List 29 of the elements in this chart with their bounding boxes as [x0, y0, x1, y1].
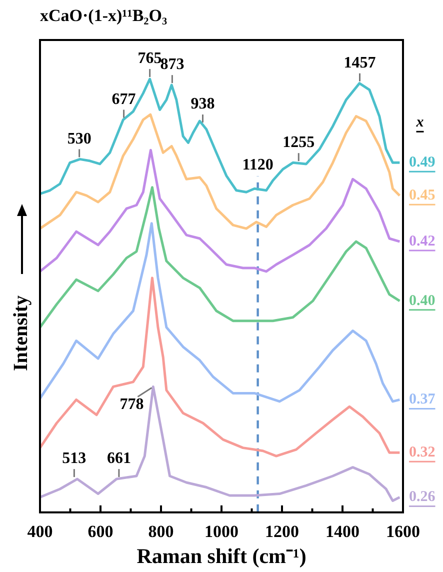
series-label: 0.37: [409, 392, 436, 408]
ref-line-label: 1120: [242, 156, 274, 174]
annotation: 778: [120, 396, 144, 413]
x-tick-label: 1000: [204, 522, 238, 541]
annotation: 530: [67, 130, 92, 148]
legend-title: x: [415, 114, 424, 131]
chart-title: xCaO·(1-x)¹¹B₂O₃: [40, 6, 168, 26]
annotation: 1457: [344, 54, 376, 72]
x-tick-label: 600: [88, 522, 114, 541]
series-label: 0.32: [409, 444, 436, 460]
series-label: 0.40: [409, 292, 436, 309]
series-label: 0.45: [409, 187, 436, 204]
x-tick-label: 1400: [326, 522, 360, 541]
annotation: 1255: [282, 134, 315, 152]
annotation: 677: [112, 90, 136, 108]
series-label: 0.49: [409, 154, 436, 171]
annotation: 873: [160, 56, 184, 74]
annotation: 513: [62, 450, 86, 468]
series-label: 0.26: [409, 489, 436, 506]
annotation: 938: [190, 96, 215, 113]
x-tick-label: 400: [27, 522, 53, 541]
annotation: 765: [138, 50, 162, 68]
x-tick-label: 1600: [386, 522, 420, 541]
x-tick-label: 800: [148, 522, 174, 541]
x-tick-label: 1200: [265, 522, 299, 541]
series-label: 0.42: [409, 233, 436, 250]
y-axis-title: Intensity: [10, 295, 32, 371]
x-axis-title: Raman shift (cm⁻¹): [136, 544, 306, 568]
annotation: 661: [106, 450, 131, 468]
